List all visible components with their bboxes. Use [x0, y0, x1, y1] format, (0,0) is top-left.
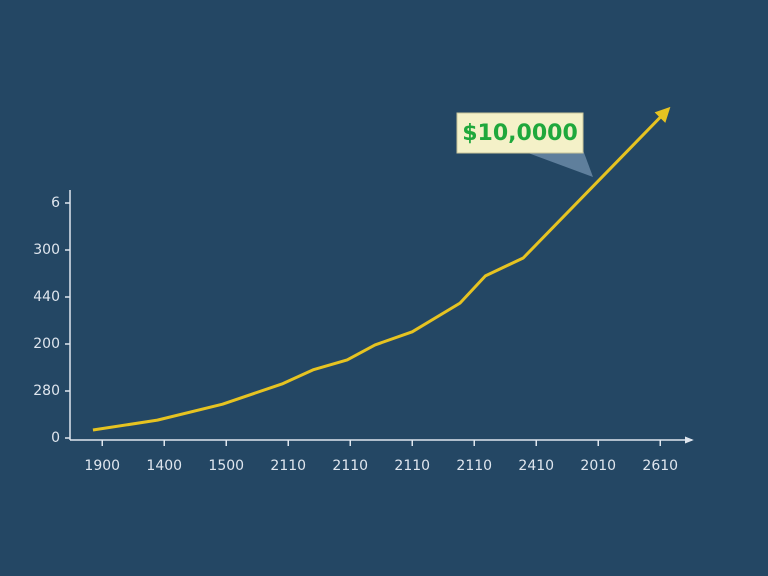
plot: 0 280 200 440 300 6 1900 1400 1500 2110 2110 2110 21… [33, 106, 678, 474]
y-tick-label: 440 [33, 289, 60, 305]
x-tick-label: 1400 [146, 458, 182, 474]
data-line [92, 106, 671, 432]
callout-pointer [520, 150, 593, 177]
y-tick-label: 300 [33, 242, 60, 258]
x-tick-label: 2410 [518, 458, 554, 474]
x-tick-label: 1500 [208, 458, 244, 474]
x-tick-label: 2010 [580, 458, 616, 474]
x-tick-label: 1900 [84, 458, 120, 474]
y-tick-label: 280 [33, 383, 60, 399]
x-tick-label: 2610 [642, 458, 678, 474]
callout-text: $10,0000 [462, 121, 578, 146]
y-tick-label: 6 [51, 195, 60, 211]
callout-box [456, 112, 584, 154]
x-tick-label: 2110 [270, 458, 306, 474]
x-tick-label: 2110 [456, 458, 492, 474]
y-tick-label: 0 [51, 430, 60, 446]
x-tick-label: 2110 [394, 458, 430, 474]
y-tick-label: 200 [33, 336, 60, 352]
x-tick-label: 2110 [332, 458, 368, 474]
